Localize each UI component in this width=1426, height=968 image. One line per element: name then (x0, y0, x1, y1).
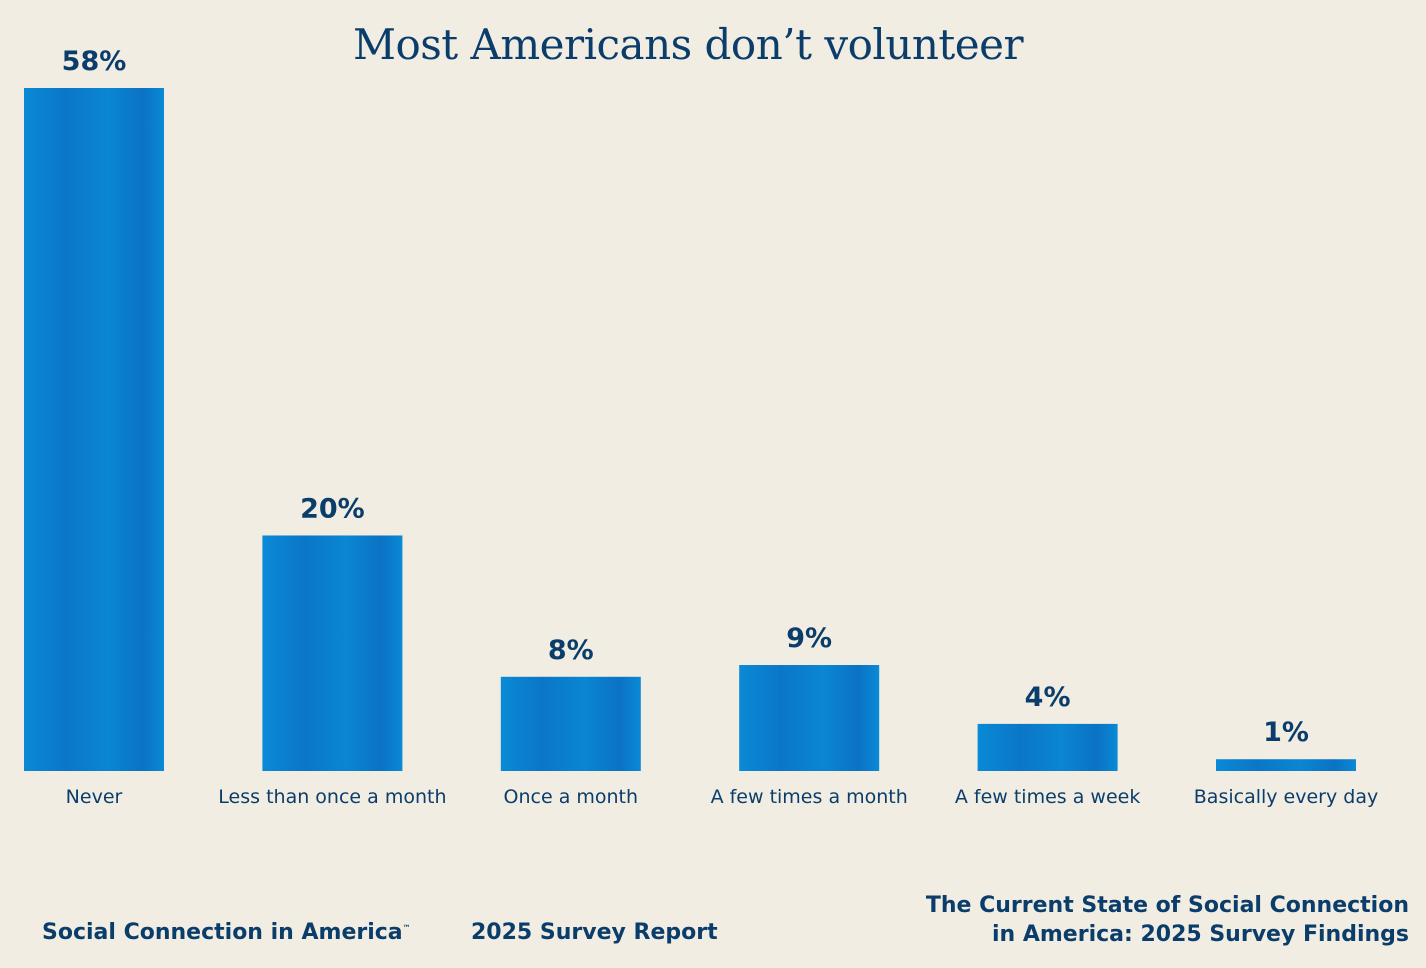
footer-subtitle-line1: The Current State of Social Connection (925, 893, 1409, 918)
footer-subtitle-line2: in America: 2025 Survey Findings (991, 922, 1409, 947)
footer-brand-text: Social Connection in America (42, 920, 403, 945)
category-label: Never (66, 786, 123, 808)
bar-5 (1216, 759, 1356, 771)
bar-0 (24, 88, 164, 771)
value-label: 1% (1263, 717, 1309, 748)
value-label: 58% (62, 46, 127, 77)
bar-chart: 58% Never 20% Less than once a month 8% Once … (24, 46, 1378, 808)
category-label: A few times a month (711, 786, 908, 808)
category-label: Once a month (504, 786, 639, 808)
trademark: ™ (402, 923, 411, 933)
category-label: Basically every day (1194, 786, 1378, 808)
bar-3 (739, 665, 880, 771)
category-label: A few times a week (955, 786, 1140, 808)
footer-report: 2025 Survey Report (471, 920, 718, 945)
value-label: 9% (786, 623, 832, 654)
footer-brand: Social Connection in America™ (42, 920, 411, 945)
bar-4 (977, 723, 1118, 771)
value-label: 20% (300, 493, 365, 524)
bar-1 (262, 535, 403, 771)
footer-subtitle: The Current State of Social Connection in… (926, 891, 1409, 949)
value-label: 8% (548, 635, 594, 666)
value-label: 4% (1025, 682, 1071, 713)
category-label: Less than once a month (218, 786, 446, 808)
chart-title: Most Americans don’t volunteer (352, 20, 1024, 69)
bar-2 (500, 676, 641, 771)
